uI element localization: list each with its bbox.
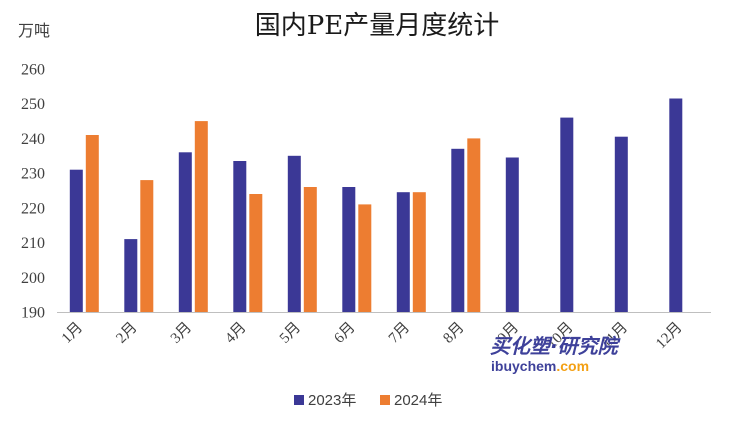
watermark-logo: 买化塑·研究院 ibuychem.com: [490, 334, 622, 374]
x-tick-label-1: 1月: [59, 320, 86, 347]
bar-series2-month4: [249, 194, 263, 312]
bar-series1-month3: [178, 152, 192, 312]
bar-series2-month3: [194, 121, 208, 312]
bar-series2-month8: [467, 138, 481, 312]
y-tick-label-4: 220: [21, 200, 45, 217]
bar-series1-month10: [560, 117, 574, 312]
x-tick-label-5: 5月: [277, 320, 304, 347]
watermark-site-suffix: .com: [556, 358, 589, 374]
chart-title: 国内PE产量月度统计: [255, 11, 499, 41]
bar-series1-month4: [233, 161, 247, 312]
bar-series1-month7: [396, 192, 410, 312]
legend: 2023年 2024年: [294, 392, 442, 409]
y-tick-label-8: 260: [21, 62, 45, 79]
legend-swatch-series2: [380, 395, 390, 405]
legend-label-series1: 2023年: [308, 392, 356, 409]
y-tick-label-3: 210: [21, 235, 45, 252]
bar-series2-month1: [85, 135, 99, 312]
legend-swatch-series1: [294, 395, 304, 405]
y-tick-label-6: 240: [21, 131, 45, 148]
watermark-site-text: ibuychem.com: [491, 358, 589, 374]
bar-series1-month6: [342, 187, 356, 312]
bar-series2-month7: [412, 192, 426, 312]
x-tick-label-12: 12月: [653, 320, 686, 353]
x-tick-label-6: 6月: [331, 320, 358, 347]
y-tick-label-7: 250: [21, 96, 45, 113]
y-axis-unit-label: 万吨: [18, 22, 50, 40]
y-tick-label-1: 190: [21, 305, 45, 322]
bar-series1-month9: [505, 157, 519, 312]
x-tick-label-8: 8月: [440, 320, 467, 347]
x-tick-label-7: 7月: [386, 320, 413, 347]
legend-label-series2: 2024年: [394, 392, 442, 409]
bar-series-group: [69, 98, 683, 312]
y-tick-label-5: 230: [21, 166, 45, 183]
bar-series1-month2: [124, 239, 138, 312]
watermark-site-name: ibuychem: [491, 358, 556, 374]
bar-series1-month1: [69, 169, 83, 312]
bar-series1-month12: [669, 98, 683, 312]
bar-series1-month5: [287, 155, 301, 312]
bar-series1-month11: [614, 136, 628, 312]
bar-series2-month6: [358, 204, 372, 312]
x-tick-label-4: 4月: [222, 320, 249, 347]
x-tick-label-3: 3月: [168, 320, 195, 347]
y-tick-label-2: 200: [21, 270, 45, 287]
y-axis-tick-labels: 190 200 210 220 230 240 250 260: [21, 62, 45, 322]
x-tick-label-2: 2月: [113, 320, 140, 347]
bar-series2-month2: [140, 180, 154, 312]
bar-series2-month5: [303, 187, 317, 312]
watermark-brand-text: 买化塑·研究院: [490, 334, 622, 358]
bar-series1-month8: [451, 148, 465, 312]
